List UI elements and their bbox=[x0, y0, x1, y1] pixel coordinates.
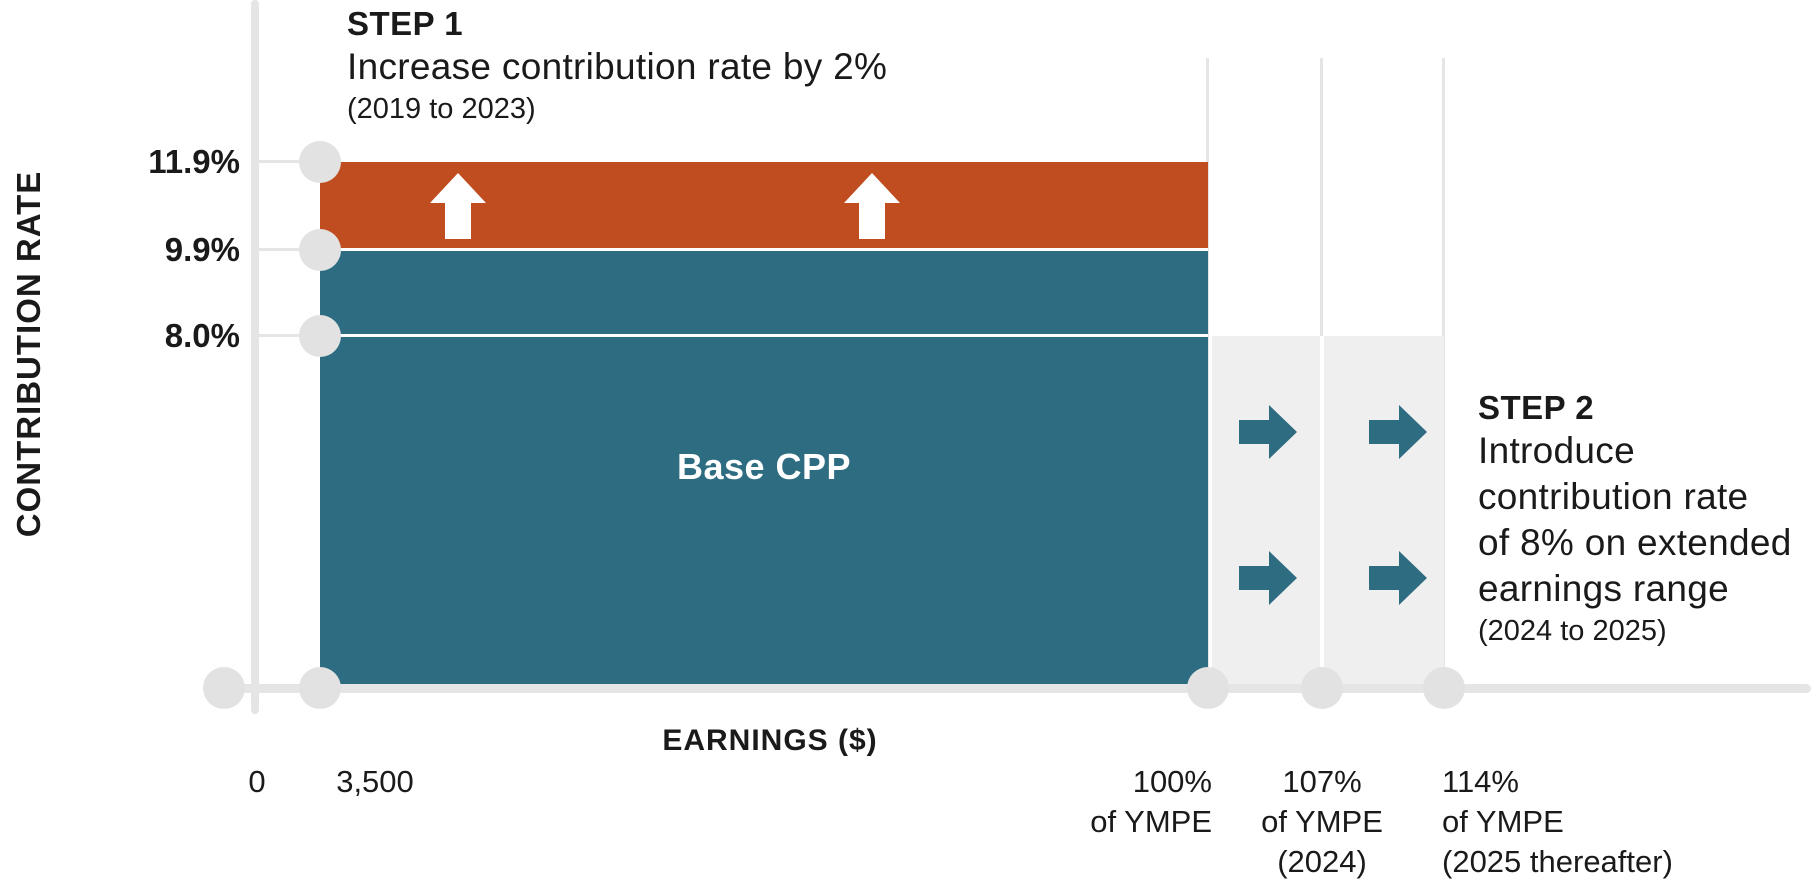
up-arrow-icon bbox=[844, 173, 900, 239]
y-axis bbox=[251, 0, 259, 714]
rate-9-9-separator-line bbox=[320, 248, 1208, 251]
x-tick-3500: 3,500 bbox=[336, 764, 414, 799]
step2-annotation: STEP 2 Introduce contribution rate of 8%… bbox=[1478, 388, 1811, 650]
x-tick-100-ympe: 100% of YMPE bbox=[1090, 764, 1212, 839]
extended-region-divider-107 bbox=[1320, 336, 1324, 684]
axis-dot-114-ympe bbox=[1423, 667, 1465, 709]
ytick-line-9-9 bbox=[255, 248, 321, 251]
axis-dot-origin bbox=[203, 667, 245, 709]
step2-line: Introduce bbox=[1478, 430, 1635, 471]
up-arrow-icon bbox=[430, 173, 486, 239]
step1-note: (2019 to 2023) bbox=[347, 93, 536, 125]
y-tick-9-9: 9.9% bbox=[164, 231, 240, 268]
right-arrow-icon bbox=[1239, 405, 1297, 459]
step1-title: STEP 1 bbox=[347, 5, 464, 42]
rate-8-0-reference-line bbox=[320, 334, 1208, 337]
axis-dot-11-9 bbox=[299, 141, 341, 183]
extended-earnings-region bbox=[1212, 336, 1444, 684]
axis-dot-100-ympe bbox=[1187, 667, 1229, 709]
y-tick-11-9: 11.9% bbox=[148, 143, 240, 180]
step2-line: earnings range bbox=[1478, 568, 1730, 609]
y-tick-8-0: 8.0% bbox=[164, 317, 240, 354]
x-tick-0: 0 bbox=[248, 764, 266, 799]
axis-dot-107-ympe bbox=[1301, 667, 1343, 709]
step2-line: of 8% on extended bbox=[1478, 522, 1792, 563]
right-arrow-icon bbox=[1369, 551, 1427, 605]
x-tick-107-ympe: 107% of YMPE (2024) bbox=[1261, 764, 1383, 879]
x-axis bbox=[203, 684, 1811, 693]
axis-dot-9-9 bbox=[299, 229, 341, 271]
x-axis-title: EARNINGS ($) bbox=[662, 724, 878, 757]
right-arrow-icon bbox=[1239, 551, 1297, 605]
step1-annotation: STEP 1 Increase contribution rate by 2% … bbox=[347, 4, 1107, 128]
step1-body: Increase contribution rate by 2% bbox=[347, 46, 888, 87]
base-cpp-label: Base CPP bbox=[676, 446, 852, 487]
x-tick-114-ympe: 114% of YMPE (2025 thereafter) bbox=[1442, 764, 1673, 879]
right-arrow-icon bbox=[1369, 405, 1427, 459]
base-cpp-bar bbox=[320, 250, 1208, 684]
ytick-line-8-0 bbox=[255, 334, 321, 337]
step2-line: contribution rate bbox=[1478, 476, 1749, 517]
step2-note: (2024 to 2025) bbox=[1478, 615, 1667, 647]
axis-dot-3500 bbox=[299, 667, 341, 709]
axis-dot-8-0 bbox=[299, 315, 341, 357]
ytick-line-11-9 bbox=[255, 160, 321, 163]
y-axis-title: CONTRIBUTION RATE bbox=[10, 170, 47, 538]
step2-title: STEP 2 bbox=[1478, 389, 1595, 426]
